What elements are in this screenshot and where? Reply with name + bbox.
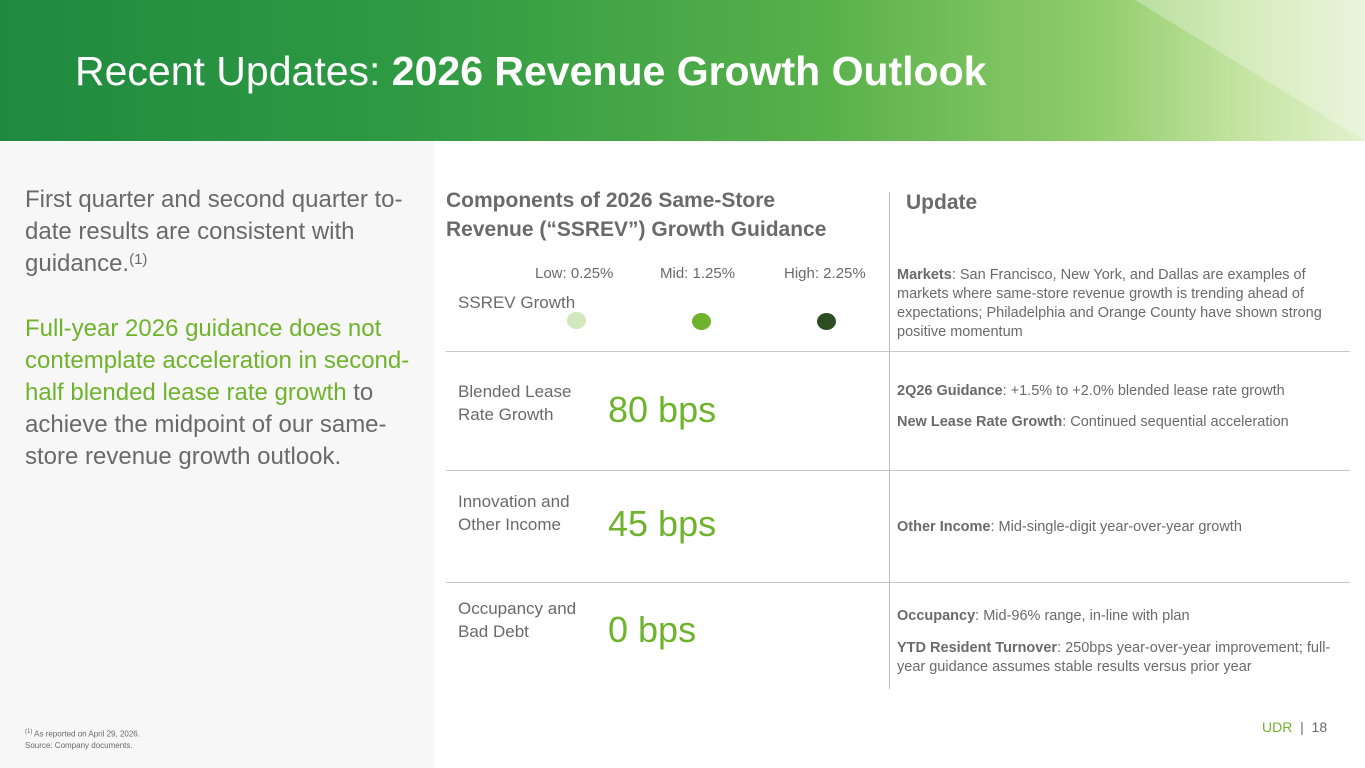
- update-otherinc-term: Other Income: [897, 519, 991, 535]
- update-markets-text: : San Francisco, New York, and Dallas ar…: [897, 267, 1322, 340]
- row-label-occupancy-bad-debt: Occupancy and Bad Debt: [458, 599, 577, 641]
- column-divider: [889, 192, 890, 689]
- update-other-income: Other Income: Mid-single-digit year-over…: [897, 518, 1355, 537]
- page-title-prefix: Recent Updates:: [75, 48, 392, 94]
- header-decoration: [1135, 0, 1365, 141]
- intro-sentence: First quarter and second quarter to-date…: [25, 186, 403, 277]
- footnote: (1) As reported on April 29, 2026. Sourc…: [25, 727, 140, 751]
- update-occupancy-term: Occupancy: [897, 608, 976, 624]
- update-occupancy: Occupancy: Mid-96% range, in-line with p…: [897, 607, 1355, 626]
- intro-text: First quarter and second quarter to-date…: [25, 184, 420, 280]
- level-label-low: Low: 0.25%: [535, 265, 614, 282]
- page-number: 18: [1311, 719, 1328, 735]
- row-divider: [446, 582, 1350, 583]
- update-turnover-text: : 250bps year-over-year improvement; ful…: [897, 640, 1331, 675]
- level-dot-mid: [692, 313, 711, 330]
- level-label-high: High: 2.25%: [784, 265, 866, 282]
- page-title-bold: 2026 Revenue Growth Outlook: [391, 48, 987, 94]
- update-guidance-text: : +1.5% to +2.0% blended lease rate grow…: [1002, 383, 1285, 399]
- update-new-lease-rate: New Lease Rate Growth: Continued sequent…: [897, 413, 1355, 432]
- update-guidance-term: 2Q26 Guidance: [897, 383, 1003, 399]
- update-occupancy-text: : Mid-96% range, in-line with plan: [975, 608, 1190, 624]
- value-blended-lease-rate: 80 bps: [608, 389, 717, 430]
- update-newlease-text: : Continued sequential acceleration: [1062, 414, 1289, 430]
- left-panel: [0, 141, 434, 768]
- outlook-text: Full-year 2026 guidance does not contemp…: [25, 313, 420, 473]
- components-heading-line-1: Components of 2026 Same-Store: [446, 189, 776, 212]
- row-label-blended-lease-rate: Blended Lease Rate Growth: [458, 382, 572, 424]
- level-dot-low: [567, 312, 586, 329]
- row-divider: [446, 470, 1350, 471]
- row-label-innovation-other-income: Innovation and Other Income: [458, 492, 570, 534]
- components-heading-line-2: Revenue (“SSREV”) Growth Guidance: [446, 218, 827, 241]
- value-occupancy-bad-debt: 0 bps: [608, 609, 697, 650]
- row-divider: [446, 351, 1350, 352]
- level-label-mid: Mid: 1.25%: [660, 265, 736, 282]
- footnote-line-2: Source: Company documents.: [25, 740, 133, 750]
- components-heading: Components of 2026 Same-Store Revenue (“…: [446, 186, 826, 244]
- update-heading: Update: [906, 191, 978, 214]
- outlook-rest: to achieve the midpoint of our same-stor…: [25, 379, 387, 470]
- footnote-marker: (1): [25, 729, 33, 735]
- page-title: Recent Updates: 2026 Revenue Growth Outl…: [75, 45, 986, 97]
- update-resident-turnover: YTD Resident Turnover: 250bps year-over-…: [897, 639, 1352, 677]
- footnote-line-1: As reported on April 29, 2026.: [32, 729, 140, 739]
- page-footer: UDR | 18: [1262, 718, 1327, 736]
- brand-name: UDR: [1262, 719, 1293, 735]
- value-innovation-other-income: 45 bps: [608, 503, 717, 544]
- intro-footnote-marker: (1): [129, 251, 148, 268]
- footer-separator: |: [1300, 719, 1304, 735]
- update-otherinc-text: : Mid-single-digit year-over-year growth: [990, 519, 1242, 535]
- row-label-ssrev-growth: SSREV Growth: [458, 293, 576, 312]
- update-turnover-term: YTD Resident Turnover: [897, 640, 1058, 656]
- outlook-highlight: Full-year 2026 guidance does not contemp…: [25, 315, 410, 406]
- update-2q26-guidance: 2Q26 Guidance: +1.5% to +2.0% blended le…: [897, 382, 1355, 401]
- header-banner: Recent Updates: 2026 Revenue Growth Outl…: [0, 0, 1365, 141]
- update-newlease-term: New Lease Rate Growth: [897, 414, 1063, 430]
- level-dot-high: [817, 313, 836, 330]
- update-markets: Markets: San Francisco, New York, and Da…: [897, 266, 1352, 342]
- update-markets-term: Markets: [897, 267, 952, 283]
